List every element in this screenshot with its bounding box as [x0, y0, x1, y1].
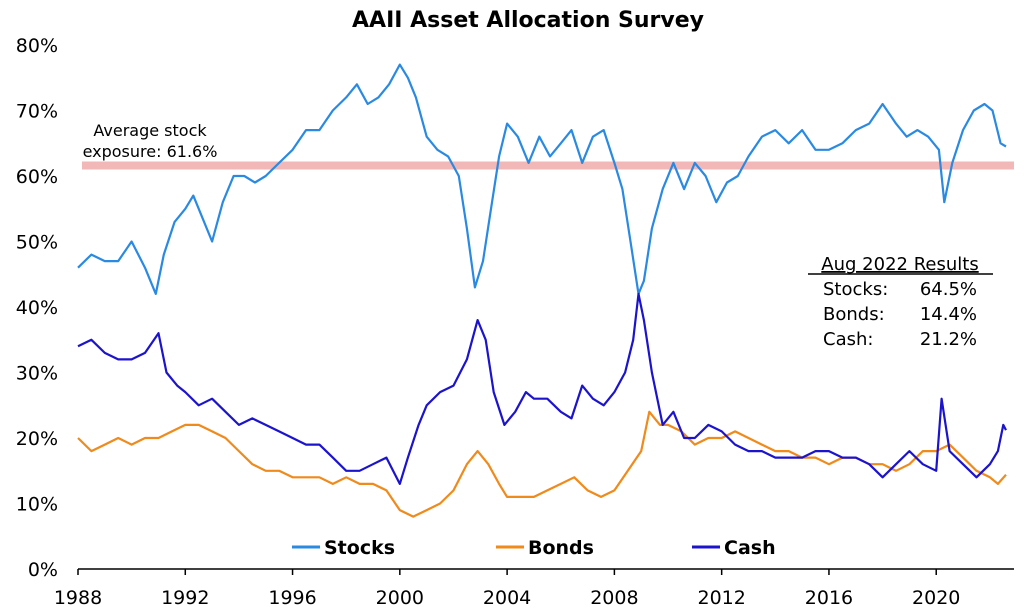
x-tick-label: 1992	[161, 587, 209, 609]
y-tick-label: 0%	[28, 559, 58, 581]
x-tick-label: 2020	[912, 587, 960, 609]
x-tick-label: 2016	[805, 587, 853, 609]
x-tick-label: 2012	[697, 587, 745, 609]
y-tick-label: 40%	[16, 297, 58, 319]
chart-title: AAII Asset Allocation Survey	[352, 8, 704, 33]
y-tick-label: 10%	[16, 494, 58, 516]
legend-stocks-label: Stocks	[324, 537, 395, 559]
y-tick-label: 70%	[16, 101, 58, 123]
series-line-stocks	[77, 63, 1007, 295]
y-tick-label: 20%	[16, 428, 58, 450]
y-tick-label: 80%	[16, 35, 58, 57]
results-box: Aug 2022 Results Stocks: 64.5% Bonds: 14…	[808, 254, 993, 350]
tick-labels-group: 0% 10% 20% 30% 40% 50% 60% 70% 80% 1988 1992 1996 20…	[16, 35, 961, 609]
average-reference-line	[82, 161, 1014, 170]
x-tick-label: 2000	[376, 587, 424, 609]
y-tick-label: 60%	[16, 166, 58, 188]
y-tick-label: 50%	[16, 232, 58, 254]
results-stocks-label: Stocks:	[823, 279, 888, 300]
y-tick-label: 30%	[16, 363, 58, 385]
x-tick-label: 2008	[590, 587, 638, 609]
results-bonds-label: Bonds:	[823, 304, 885, 325]
x-tick-label: 1996	[268, 587, 316, 609]
results-bonds-value: 14.4%	[920, 304, 977, 325]
series-line-cash	[77, 292, 1007, 485]
series-group	[77, 63, 1007, 518]
x-tick-label: 1988	[54, 587, 102, 609]
x-tick-label: 2004	[483, 587, 531, 609]
results-cash-value: 21.2%	[920, 329, 977, 350]
results-cash-label: Cash:	[823, 329, 873, 350]
legend: Stocks Bonds Cash	[292, 537, 776, 559]
average-note-line2: exposure: 61.6%	[83, 142, 218, 161]
average-reference-line-group	[82, 161, 1014, 170]
results-stocks-value: 64.5%	[920, 279, 977, 300]
legend-bonds-label: Bonds	[528, 537, 594, 559]
results-heading: Aug 2022 Results	[821, 254, 978, 275]
average-note-line1: Average stock	[93, 121, 207, 140]
legend-cash-label: Cash	[724, 537, 776, 559]
axes-group	[77, 568, 1014, 575]
